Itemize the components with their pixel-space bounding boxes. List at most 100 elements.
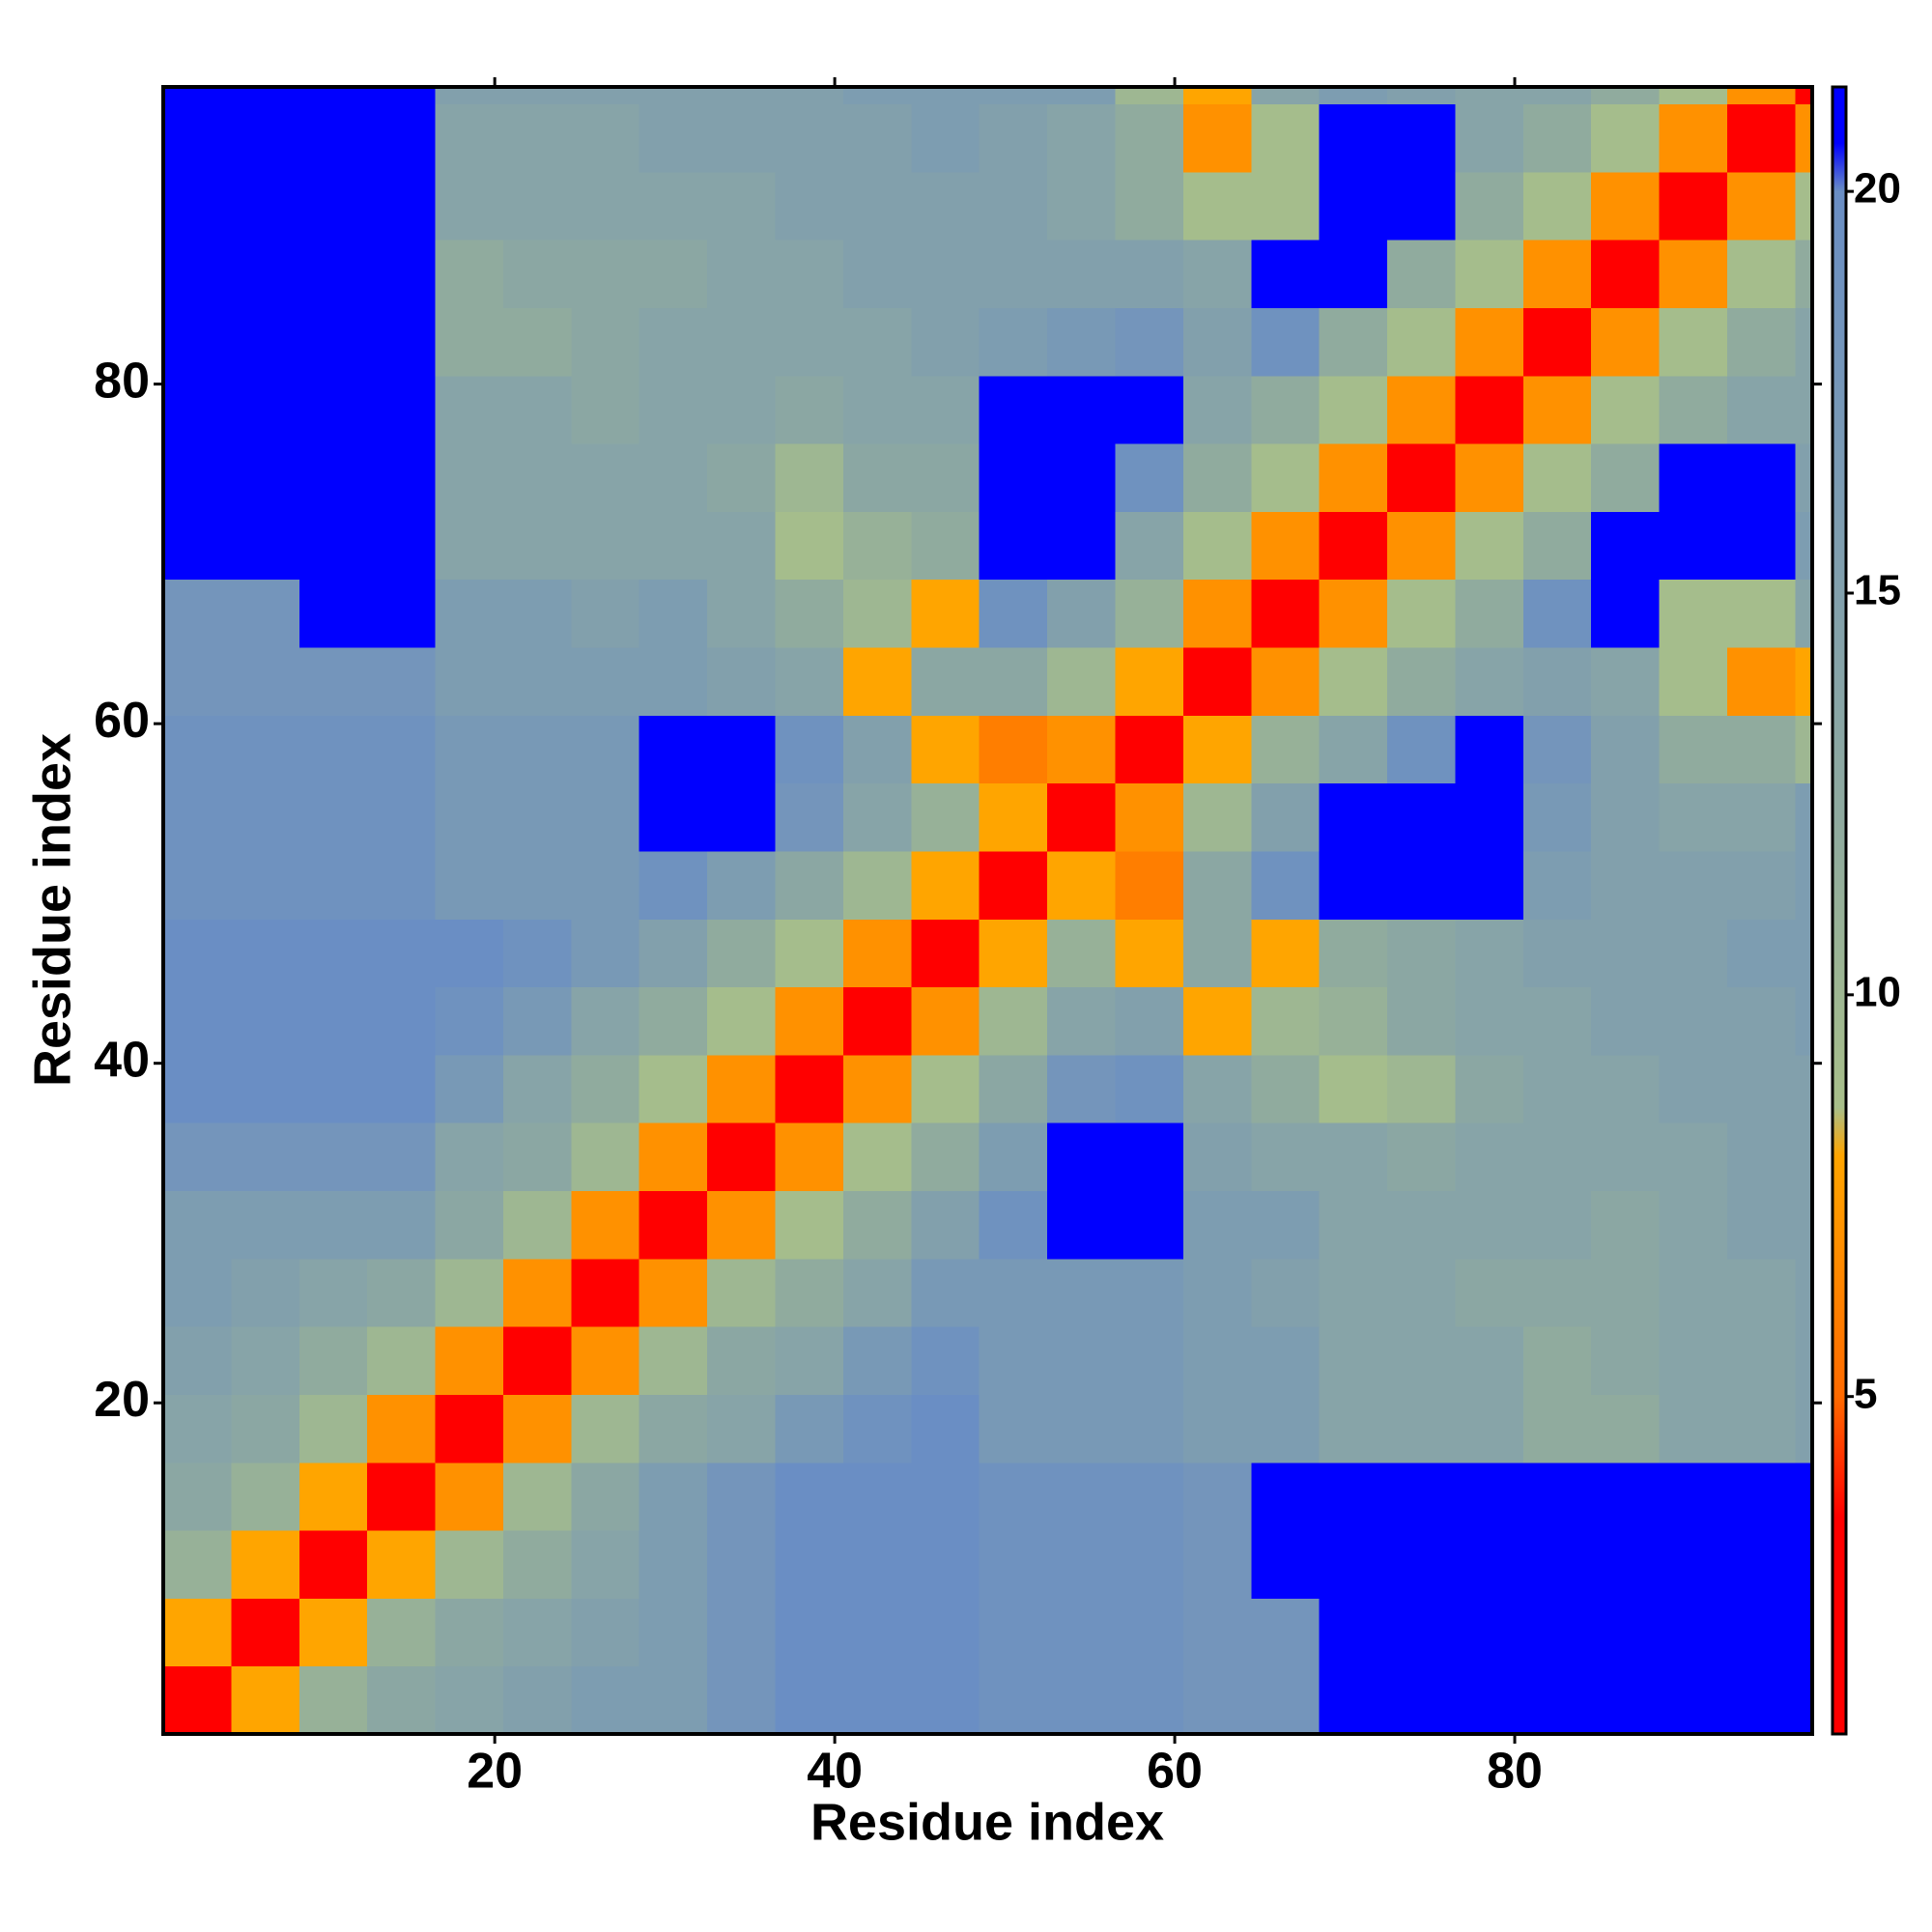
heatmap-cell: [639, 986, 708, 1056]
heatmap-cell: [231, 87, 300, 105]
heatmap-cell: [1727, 443, 1796, 512]
heatmap-cell: [1251, 1258, 1321, 1327]
heatmap-cell: [1659, 443, 1728, 512]
colorbar-tick-label: 5: [1854, 1370, 1877, 1417]
heatmap-cell: [707, 103, 777, 173]
heatmap-cell: [1251, 171, 1321, 241]
heatmap-cell: [979, 579, 1048, 648]
heatmap-cell: [911, 171, 980, 241]
heatmap-cell: [775, 87, 844, 105]
heatmap-cell: [1319, 850, 1388, 920]
heatmap-cell: [502, 1326, 572, 1395]
heatmap-cell: [911, 715, 980, 784]
heatmap-cell: [1659, 986, 1728, 1056]
heatmap-cell: [842, 1462, 912, 1531]
heatmap-cell: [298, 919, 368, 988]
heatmap-cell: [707, 850, 777, 920]
heatmap-cell: [571, 240, 640, 309]
heatmap-cell: [1522, 1462, 1592, 1531]
heatmap-cell: [1251, 850, 1321, 920]
heatmap-cell: [502, 782, 572, 852]
heatmap-cell: [502, 1258, 572, 1327]
heatmap-cell: [1115, 1598, 1184, 1667]
heatmap-cell: [775, 1326, 844, 1395]
heatmap-cell: [979, 1394, 1048, 1463]
heatmap-cell: [1182, 1530, 1252, 1599]
heatmap-cell: [639, 1530, 708, 1599]
heatmap-cell: [1659, 647, 1728, 716]
heatmap-cell: [1522, 1258, 1592, 1327]
heatmap-cell: [1319, 103, 1388, 173]
heatmap-cell: [639, 850, 708, 920]
heatmap-cell: [367, 171, 437, 241]
heatmap-cell: [367, 240, 437, 309]
heatmap-cell: [231, 1598, 300, 1667]
heatmap-cell: [1659, 307, 1728, 377]
heatmap-cell: [298, 850, 368, 920]
heatmap-cell: [571, 1054, 640, 1123]
heatmap: [163, 87, 1813, 1735]
heatmap-cell: [1047, 171, 1116, 241]
heatmap-cell: [435, 715, 504, 784]
heatmap-cell: [1795, 307, 1813, 377]
heatmap-cell: [571, 1665, 640, 1735]
heatmap-cell: [1659, 240, 1728, 309]
heatmap-cell: [1387, 1326, 1456, 1395]
heatmap-cell: [1727, 986, 1796, 1056]
heatmap-cell: [1387, 1394, 1456, 1463]
heatmap-cell: [1047, 647, 1116, 716]
heatmap-cell: [163, 1530, 232, 1599]
heatmap-cell: [707, 647, 777, 716]
heatmap-cell: [435, 850, 504, 920]
heatmap-cell: [1047, 240, 1116, 309]
heatmap-cell: [1182, 1054, 1252, 1123]
heatmap-cell: [231, 1665, 300, 1735]
heatmap-cell: [367, 511, 437, 581]
heatmap-cell: [1795, 511, 1813, 581]
heatmap-cell: [1522, 1598, 1592, 1667]
heatmap-cell: [639, 171, 708, 241]
heatmap-cell: [1251, 1462, 1321, 1531]
heatmap-cell: [775, 986, 844, 1056]
heatmap-cell: [502, 171, 572, 241]
heatmap-cell: [911, 1530, 980, 1599]
heatmap-cell: [163, 782, 232, 852]
heatmap-cell: [1659, 850, 1728, 920]
heatmap-cell: [298, 1665, 368, 1735]
heatmap-cell: [979, 1122, 1048, 1192]
heatmap-cell: [1047, 307, 1116, 377]
heatmap-cell: [435, 1326, 504, 1395]
heatmap-cell: [639, 782, 708, 852]
heatmap-cell: [367, 87, 437, 105]
heatmap-cell: [639, 103, 708, 173]
heatmap-cell: [1455, 1190, 1524, 1260]
heatmap-cell: [639, 1394, 708, 1463]
heatmap-cell: [1795, 1530, 1813, 1599]
heatmap-cell: [639, 1258, 708, 1327]
heatmap-cell: [1251, 1530, 1321, 1599]
heatmap-cell: [639, 443, 708, 512]
heatmap-cell: [571, 171, 640, 241]
heatmap-cell: [1182, 850, 1252, 920]
heatmap-cell: [571, 647, 640, 716]
heatmap-cell: [1387, 1258, 1456, 1327]
heatmap-cell: [911, 87, 980, 105]
heatmap-cell: [707, 1190, 777, 1260]
heatmap-cell: [1047, 579, 1116, 648]
heatmap-cell: [1047, 375, 1116, 444]
heatmap-cell: [571, 1326, 640, 1395]
heatmap-cell: [1047, 1054, 1116, 1123]
heatmap-cell: [231, 715, 300, 784]
heatmap-cell: [1319, 1190, 1388, 1260]
heatmap-cell: [1182, 579, 1252, 648]
heatmap-cell: [979, 647, 1048, 716]
heatmap-cell: [1795, 579, 1813, 648]
heatmap-cell: [1659, 171, 1728, 241]
heatmap-cell: [979, 1190, 1048, 1260]
heatmap-cell: [1182, 1462, 1252, 1531]
heatmap-cell: [1727, 579, 1796, 648]
heatmap-cell: [979, 171, 1048, 241]
heatmap-cell: [502, 240, 572, 309]
heatmap-cell: [163, 1258, 232, 1327]
heatmap-cell: [1455, 307, 1524, 377]
